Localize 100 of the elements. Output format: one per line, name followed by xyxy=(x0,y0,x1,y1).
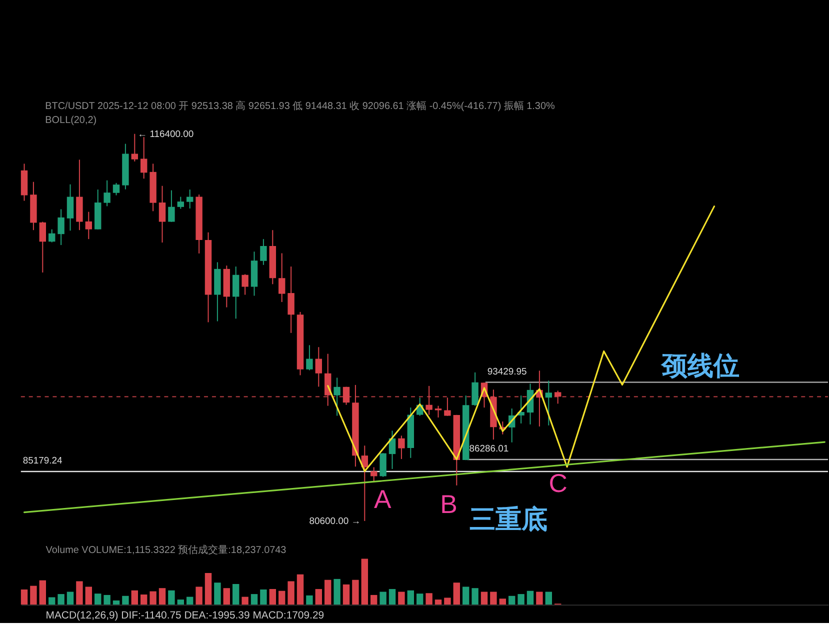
candlestick xyxy=(370,466,378,482)
candlestick xyxy=(388,430,396,470)
annotation: 颈线位 xyxy=(660,352,740,380)
bar xyxy=(112,600,120,605)
bar xyxy=(288,581,294,605)
bar xyxy=(186,596,194,605)
bar xyxy=(472,588,478,605)
candlestick xyxy=(472,372,478,406)
candlestick xyxy=(186,189,194,209)
annotation: ← 116400.00 xyxy=(138,128,194,140)
bar xyxy=(20,589,28,605)
data-label: B xyxy=(440,491,458,520)
bar xyxy=(324,580,332,605)
bar xyxy=(416,594,424,605)
bar xyxy=(426,593,432,605)
bar xyxy=(518,594,524,605)
candlestick xyxy=(554,390,562,404)
candlestick xyxy=(66,184,74,232)
bar xyxy=(444,598,451,605)
bar xyxy=(260,589,267,605)
bar xyxy=(453,582,460,605)
candlestick xyxy=(380,452,386,478)
candlestick xyxy=(168,190,175,222)
bar xyxy=(306,595,313,605)
candlestick xyxy=(426,385,432,416)
bar xyxy=(150,591,156,605)
bar xyxy=(536,592,543,605)
bar xyxy=(242,596,248,605)
bar xyxy=(158,588,166,605)
bar xyxy=(94,594,102,605)
candlestick xyxy=(131,133,138,162)
bar xyxy=(434,600,442,605)
bar xyxy=(58,594,64,605)
chart-title: Volume VOLUME:1,115.3322 预估成交量:18,237.0743 xyxy=(46,544,287,556)
ref-line-label: 86286.01 xyxy=(469,444,509,455)
annotation: 80600.00 → xyxy=(309,516,361,527)
bar xyxy=(168,590,175,605)
bar xyxy=(85,586,92,605)
candlestick xyxy=(58,208,64,246)
text: MACD(12,26,9) DIF:-1140.75 DEA:-1995.39 MACD:1709.29 xyxy=(46,610,324,622)
candlestick xyxy=(85,211,92,240)
bar xyxy=(490,592,497,605)
bar xyxy=(499,598,506,605)
bar xyxy=(232,584,240,605)
annotation: 三重底 xyxy=(470,504,548,534)
candlestick xyxy=(306,344,313,371)
bar xyxy=(278,590,286,605)
bar xyxy=(204,573,212,605)
bar xyxy=(76,581,83,605)
candlestick xyxy=(278,252,286,303)
candlestick xyxy=(232,266,240,320)
bar xyxy=(30,586,37,605)
bar xyxy=(131,590,138,605)
bar xyxy=(407,590,414,605)
candlestick xyxy=(288,266,294,334)
bar xyxy=(140,594,148,605)
bar xyxy=(352,580,359,605)
bar xyxy=(48,597,56,605)
bar xyxy=(361,558,368,605)
ref-line-label: 93429.95 xyxy=(487,366,527,378)
candlestick xyxy=(342,386,350,406)
candlestick xyxy=(315,346,322,388)
candlestick xyxy=(140,136,148,180)
bar xyxy=(480,592,488,605)
bar xyxy=(196,586,202,605)
candlestick xyxy=(112,182,120,196)
ref-line-label: 85179.24 xyxy=(22,456,62,467)
bar xyxy=(526,590,534,605)
bar xyxy=(334,578,340,605)
bar xyxy=(104,594,110,605)
candlestick xyxy=(48,228,56,243)
bar xyxy=(296,574,304,605)
bar xyxy=(315,589,322,605)
chart-subtitle: BOLL(20,2) xyxy=(45,114,97,126)
bar xyxy=(66,592,74,605)
bar xyxy=(250,594,258,605)
bar xyxy=(380,592,386,605)
candlestick xyxy=(434,405,442,418)
candlestick xyxy=(158,185,166,244)
bar xyxy=(462,586,470,605)
bar xyxy=(342,584,350,605)
bar xyxy=(545,592,552,605)
data-label: C xyxy=(548,470,568,498)
bar xyxy=(122,596,129,605)
data-label: A xyxy=(374,486,392,514)
bar xyxy=(214,582,221,605)
candlestick xyxy=(242,274,248,296)
candlestick xyxy=(545,380,552,426)
bar xyxy=(508,596,516,605)
candlestick xyxy=(39,221,46,273)
bar xyxy=(223,588,230,605)
candlestick xyxy=(260,238,267,266)
candlestick xyxy=(334,377,340,416)
bar xyxy=(177,600,184,605)
candlestick xyxy=(398,435,405,460)
candlestick xyxy=(104,180,110,207)
bar xyxy=(388,589,396,605)
bar xyxy=(39,580,46,605)
bar xyxy=(269,589,276,605)
bar xyxy=(398,592,405,605)
